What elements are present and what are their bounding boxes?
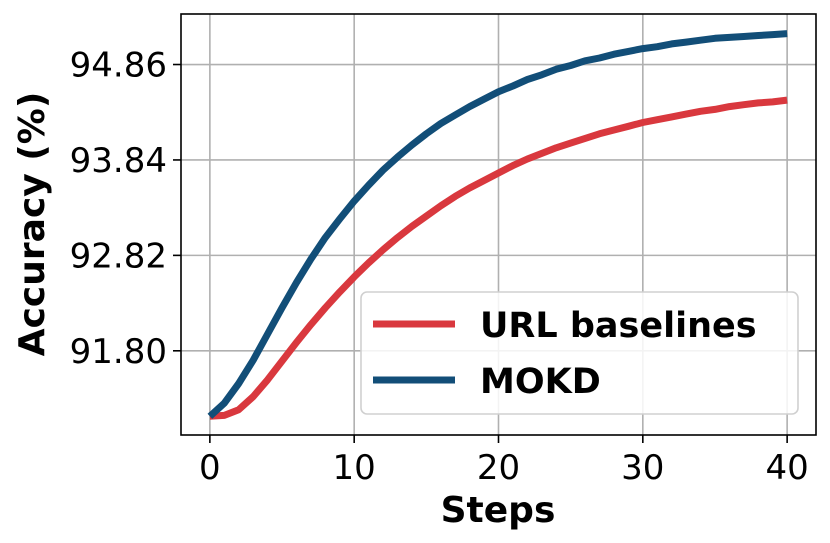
legend-label-url-baselines: URL baselines xyxy=(480,306,757,346)
legend: URL baselines MOKD xyxy=(360,291,799,415)
legend-box xyxy=(360,291,799,415)
y-tick-label: 92.82 xyxy=(70,236,167,276)
y-tick-label: 91.80 xyxy=(70,332,167,372)
y-tick-label: 94.86 xyxy=(70,46,167,86)
axis-ticks: 0 10 20 30 40 91.80 92.82 93.84 94.86 xyxy=(70,46,809,488)
legend-label-mokd: MOKD xyxy=(480,362,601,402)
x-tick-label: 10 xyxy=(333,448,376,488)
x-tick-label: 20 xyxy=(477,448,520,488)
series-lines xyxy=(207,30,788,420)
series-line-mokd xyxy=(207,30,788,419)
x-tick-label: 30 xyxy=(621,448,664,488)
y-axis-label: Accuracy (%) xyxy=(12,92,53,357)
x-tick-label: 40 xyxy=(766,448,809,488)
x-tick-label: 0 xyxy=(199,448,221,488)
y-tick-label: 93.84 xyxy=(70,141,167,181)
x-axis-label: Steps xyxy=(441,490,556,531)
series-line-url-baselines xyxy=(209,96,788,420)
